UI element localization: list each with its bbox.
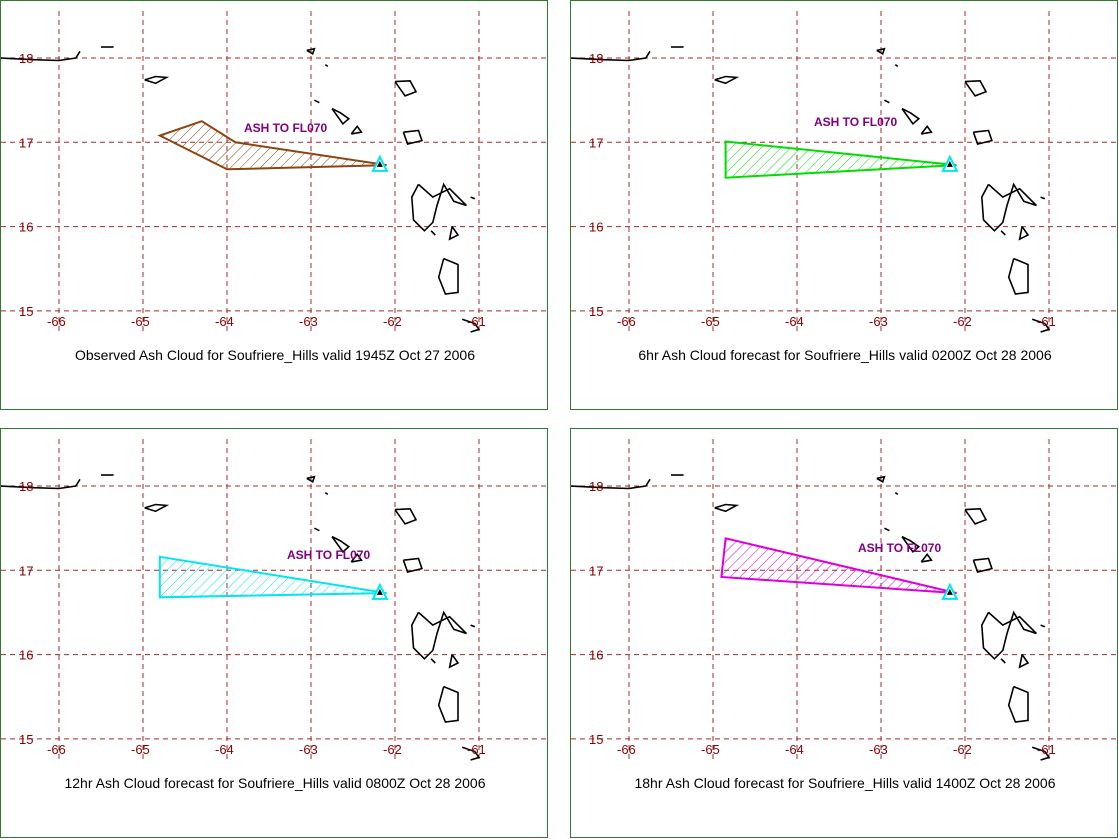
lon-tick-label: -66 (617, 314, 636, 329)
volcano-icon-core (946, 588, 953, 595)
lat-tick-label: 17 (589, 135, 603, 150)
ash-annotation: ASH TO FL070 (287, 548, 370, 562)
lon-tick-label: -66 (617, 742, 636, 757)
lon-tick-label: -62 (953, 742, 972, 757)
lon-tick-label: -64 (785, 742, 804, 757)
lat-tick-label: 18 (19, 51, 33, 66)
grid (1, 11, 547, 331)
lon-tick-label: -64 (215, 742, 234, 757)
lon-tick-label: -65 (701, 314, 720, 329)
panel-caption: Observed Ash Cloud for Soufriere_Hills v… (75, 347, 475, 363)
coastline (1, 46, 481, 333)
map-observed: ASH TO FL070 18 17 16 15 -66 -65 -64 -63 -62 -61 (1, 11, 547, 333)
lon-tick-label: -63 (299, 742, 318, 757)
lat-tick-label: 16 (19, 220, 33, 235)
grid (571, 439, 1117, 759)
panel-6hr: ASH TO FL070 18 17 16 15 -66 -65 -64 -63 -62 -61 6… (570, 0, 1118, 410)
ash-annotation: ASH TO FL070 (858, 541, 941, 555)
volcano-icon-core (376, 160, 383, 167)
lon-tick-label: -61 (467, 742, 486, 757)
lat-tick-label: 16 (589, 648, 603, 663)
panel-18hr: ASH TO FL070 18 17 16 15 -66 -65 -64 -63 -62 -61 1… (570, 428, 1118, 838)
ash-cloud-polygon (158, 555, 387, 599)
lon-tick-label: -63 (299, 314, 318, 329)
coastline (571, 46, 1051, 333)
map-18hr: ASH TO FL070 18 17 16 15 -66 -65 -64 -63 -62 -61 (571, 439, 1117, 761)
lat-tick-label: 15 (19, 732, 33, 747)
ash-annotation: ASH TO FL070 (814, 115, 897, 129)
lon-tick-label: -63 (869, 742, 888, 757)
lon-tick-label: -63 (869, 314, 888, 329)
lat-tick-label: 15 (19, 304, 33, 319)
lat-tick-label: 18 (589, 479, 603, 494)
lon-tick-label: -61 (1037, 314, 1056, 329)
lon-tick-label: -64 (215, 314, 234, 329)
panel-12hr: ASH TO FL070 18 17 16 15 -66 -65 -64 -63 -62 -61 1… (0, 428, 548, 838)
ash-cloud-polygon (720, 537, 957, 595)
lon-tick-label: -62 (383, 314, 402, 329)
coastline (1, 474, 481, 761)
lat-tick-label: 15 (589, 304, 603, 319)
lon-tick-label: -65 (701, 742, 720, 757)
ash-annotation: ASH TO FL070 (244, 121, 327, 135)
panel-caption: 6hr Ash Cloud forecast for Soufriere_Hil… (638, 347, 1052, 363)
volcano-icon-core (376, 588, 383, 595)
lon-tick-label: -64 (785, 314, 804, 329)
map-12hr: ASH TO FL070 18 17 16 15 -66 -65 -64 -63 -62 -61 (1, 439, 547, 761)
lon-tick-label: -62 (953, 314, 972, 329)
lat-tick-label: 16 (19, 648, 33, 663)
lat-tick-label: 17 (589, 563, 603, 578)
lat-tick-label: 18 (19, 479, 33, 494)
volcano-icon-core (946, 160, 953, 167)
lon-tick-label: -66 (47, 742, 66, 757)
panel-caption: 12hr Ash Cloud forecast for Soufriere_Hi… (64, 775, 486, 791)
lat-tick-label: 17 (19, 563, 33, 578)
ash-cloud-polygon (157, 120, 387, 171)
grid (571, 11, 1117, 331)
map-6hr: ASH TO FL070 18 17 16 15 -66 -65 -64 -63 -62 -61 (571, 11, 1117, 333)
lon-tick-label: -66 (47, 314, 66, 329)
coastline (571, 474, 1051, 761)
ash-cloud-polygon (724, 140, 957, 179)
lon-tick-label: -61 (467, 314, 486, 329)
panel-observed: ASH TO FL070 18 17 16 15 -66 -65 -64 -63 -62 -61 O… (0, 0, 548, 410)
lon-tick-label: -61 (1037, 742, 1056, 757)
lat-tick-label: 15 (589, 732, 603, 747)
grid (1, 439, 547, 759)
lat-tick-label: 18 (589, 51, 603, 66)
lon-tick-label: -65 (131, 742, 150, 757)
lon-tick-label: -62 (383, 742, 402, 757)
panel-caption: 18hr Ash Cloud forecast for Soufriere_Hi… (634, 775, 1056, 791)
lat-tick-label: 17 (19, 135, 33, 150)
lon-tick-label: -65 (131, 314, 150, 329)
lat-tick-label: 16 (589, 220, 603, 235)
